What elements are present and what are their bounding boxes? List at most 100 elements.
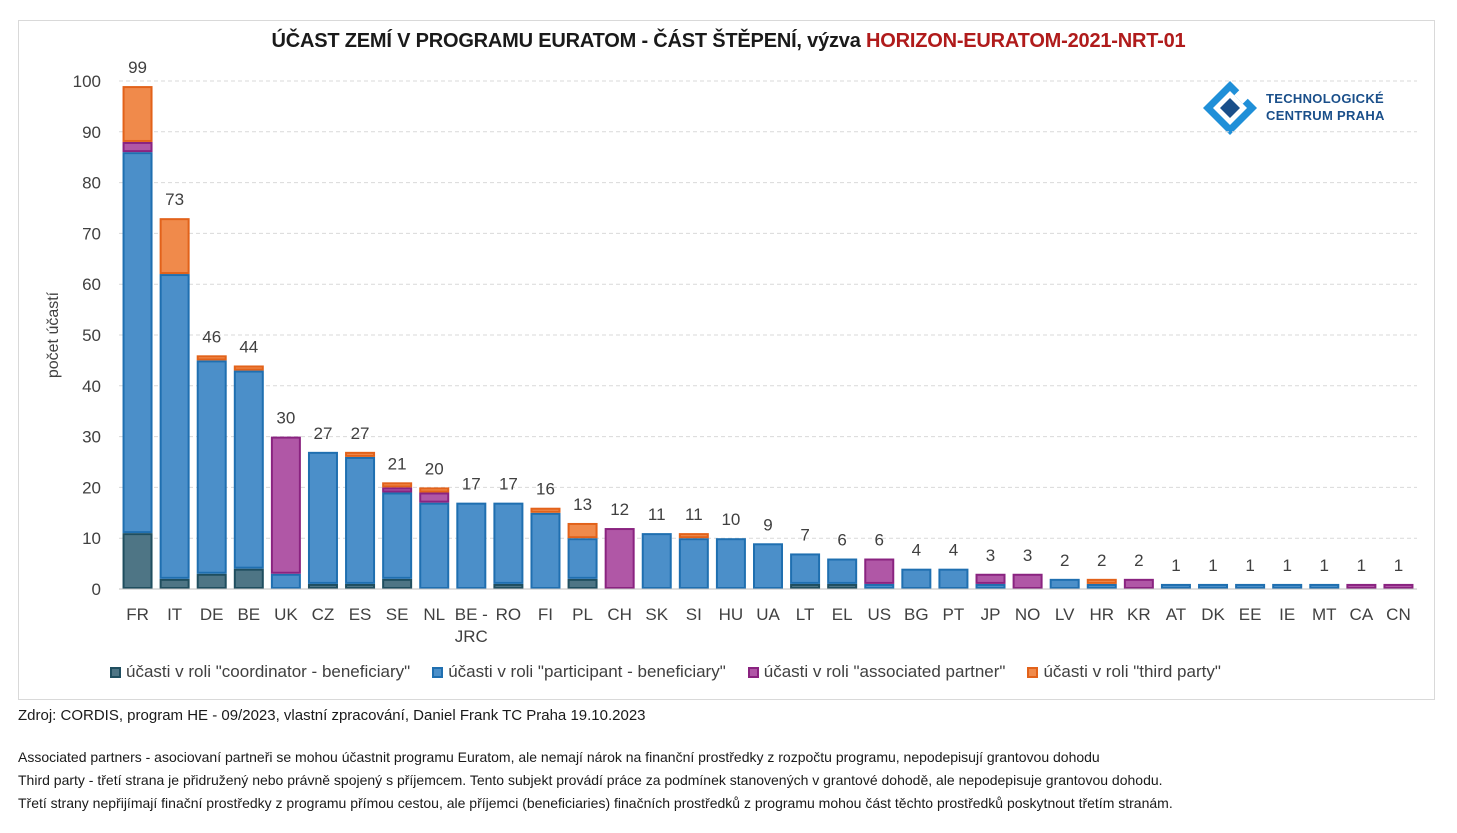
total-label: 1 — [1282, 556, 1291, 575]
total-label: 13 — [573, 495, 592, 514]
bar-segment-third — [196, 355, 227, 361]
bar-segment-participant — [641, 533, 672, 589]
bar-segment-third — [678, 533, 709, 539]
x-tick-label: IE — [1279, 605, 1295, 624]
total-label: 17 — [499, 475, 518, 494]
bar-segment-participant — [456, 502, 487, 590]
bar-segment-associated — [419, 492, 450, 503]
total-label: 27 — [314, 424, 333, 443]
total-label: 7 — [800, 525, 809, 544]
bar-segment-coordinator — [196, 573, 227, 590]
x-tick-label: CZ — [312, 605, 335, 624]
x-tick-label: BE — [237, 605, 260, 624]
logo-icon — [1203, 81, 1257, 135]
bar-segment-associated — [382, 487, 413, 493]
footnote-third-party-funding: Třetí strany nepřijímají finační prostře… — [18, 795, 1173, 811]
bar-segment-third — [419, 487, 450, 493]
total-label: 21 — [388, 454, 407, 473]
bar-segment-participant — [1160, 583, 1191, 589]
total-label: 20 — [425, 459, 444, 478]
y-tick-label: 60 — [82, 275, 101, 294]
y-tick-label: 0 — [92, 580, 101, 599]
bar-segment-participant — [678, 538, 709, 590]
total-label: 99 — [128, 58, 147, 77]
x-tick-label: LT — [796, 605, 815, 624]
x-tick-label: PT — [943, 605, 965, 624]
bar-segment-participant — [1198, 583, 1229, 589]
bar-segment-participant — [1309, 583, 1340, 589]
x-tick-label: AT — [1166, 605, 1186, 624]
legend-swatch-participant — [432, 666, 444, 678]
legend-item-coordinator: účasti v roli "coordinator - beneficiary… — [110, 662, 410, 682]
bar-segment-third — [530, 507, 561, 513]
bar-segment-participant — [1049, 578, 1080, 590]
x-tick-label: BG — [904, 605, 929, 624]
bar-segment-associated — [864, 558, 895, 584]
bar-segment-associated — [122, 141, 153, 153]
x-tick-label: IT — [167, 605, 182, 624]
total-label: 17 — [462, 475, 481, 494]
y-tick-label: 30 — [82, 428, 101, 447]
x-tick-label: FI — [538, 605, 553, 624]
total-label: 11 — [648, 505, 666, 524]
bar-segment-participant — [864, 583, 895, 589]
x-tick-label: EE — [1239, 605, 1262, 624]
x-tick-label: UA — [756, 605, 780, 624]
legend-label-associated: účasti v roli "associated partner" — [763, 662, 1006, 681]
x-tick-label: KR — [1127, 605, 1151, 624]
bar-segment-coordinator — [827, 583, 858, 589]
bar-segment-coordinator — [567, 578, 598, 590]
y-axis-label: počet účastí — [45, 291, 62, 378]
y-tick-label: 80 — [82, 174, 101, 193]
bar-segment-participant — [827, 558, 858, 584]
bar-segment-third — [382, 482, 413, 488]
total-label: 12 — [610, 500, 629, 519]
legend-item-third: účasti v roli "third party" — [1027, 662, 1221, 682]
bar-segment-coordinator — [307, 583, 338, 589]
total-label: 16 — [536, 480, 555, 499]
x-tick-label: SE — [386, 605, 409, 624]
total-label: 6 — [875, 531, 884, 550]
total-label: 2 — [1097, 551, 1106, 570]
bar-segment-coordinator — [122, 533, 153, 589]
total-label: 1 — [1394, 556, 1403, 575]
bar-segment-third — [567, 522, 598, 539]
bar-segment-participant — [753, 543, 783, 590]
x-tick-label: RO — [496, 605, 522, 624]
source-note: Zdroj: CORDIS, program HE - 09/2023, vla… — [18, 707, 646, 724]
bar-segment-participant — [196, 360, 227, 574]
bar-segment-participant — [382, 492, 413, 579]
bar-segment-third — [159, 218, 190, 275]
x-tick-label: DE — [200, 605, 224, 624]
x-tick-label: BE - — [455, 605, 488, 624]
bar-segment-coordinator — [790, 583, 821, 589]
legend-swatch-coordinator — [110, 666, 121, 678]
x-tick-label: SI — [686, 605, 702, 624]
bar-segment-participant — [345, 456, 376, 584]
x-tick-label: MT — [1312, 605, 1337, 624]
bar-segment-participant — [419, 502, 450, 590]
y-tick-label: 20 — [82, 478, 101, 497]
x-tick-label: NL — [423, 605, 445, 624]
y-tick-label: 100 — [73, 72, 101, 91]
y-tick-label: 90 — [82, 123, 101, 142]
x-tick-label: CN — [1386, 605, 1411, 624]
total-label: 6 — [837, 531, 846, 550]
x-tick-label: US — [867, 605, 891, 624]
bar-segment-participant — [901, 568, 932, 589]
bar-segment-third — [233, 365, 264, 371]
legend-label-participant: účasti v roli "participant - beneficiary… — [448, 662, 726, 681]
bar-segment-coordinator — [233, 568, 264, 589]
bar-segment-associated — [270, 436, 301, 574]
logo-line-2: CENTRUM PRAHA — [1266, 108, 1385, 123]
total-label: 27 — [351, 424, 370, 443]
legend-swatch-third — [1027, 666, 1039, 678]
bar-segment-participant — [530, 512, 561, 589]
total-label: 1 — [1245, 556, 1254, 575]
bar-segment-participant — [938, 568, 969, 589]
bar-segment-associated — [604, 528, 635, 589]
bar-segment-third — [1086, 578, 1117, 584]
chart-title-highlight: HORIZON-EURATOM-2021-NRT-01 — [866, 30, 1186, 52]
total-label: 2 — [1134, 551, 1143, 570]
